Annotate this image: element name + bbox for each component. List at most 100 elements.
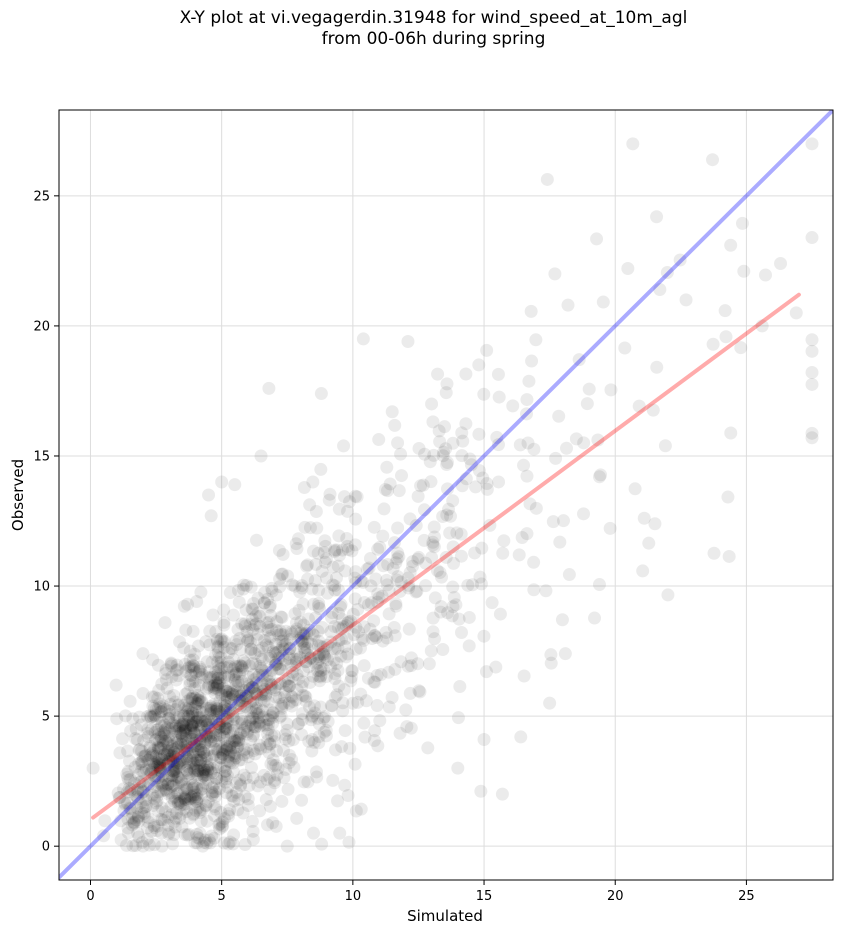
scatter-point [178, 792, 192, 806]
x-tick-label: 25 [738, 889, 755, 904]
scatter-point [196, 746, 210, 760]
scatter-point [185, 691, 199, 705]
scatter-point [168, 765, 182, 779]
scatter-point [805, 333, 819, 347]
scatter-point [212, 717, 226, 731]
scatter-point [276, 640, 290, 654]
scatter-point [344, 614, 358, 628]
scatter-point [121, 770, 135, 784]
scatter-point [278, 653, 292, 667]
scatter-point [167, 766, 181, 780]
scatter-point [120, 785, 134, 799]
scatter-point [200, 727, 214, 741]
scatter-point [444, 509, 458, 523]
scatter-point [195, 705, 209, 719]
scatter-point [276, 634, 290, 648]
scatter-point [255, 663, 269, 677]
scatter-point [186, 715, 200, 729]
scatter-point [252, 668, 266, 682]
scatter-point [196, 802, 210, 816]
scatter-point [139, 793, 153, 807]
scatter-point [281, 782, 295, 796]
scatter-point [118, 796, 132, 810]
scatter-point [157, 727, 171, 741]
scatter-point [170, 741, 184, 755]
scatter-point [188, 681, 202, 695]
scatter-point [222, 659, 236, 673]
scatter-point [273, 662, 287, 676]
scatter-point [194, 743, 208, 757]
scatter-point [226, 608, 240, 622]
scatter-point [199, 799, 213, 813]
scatter-point [176, 755, 190, 769]
scatter-point [131, 826, 145, 840]
scatter-point [324, 699, 338, 713]
scatter-point [588, 611, 602, 625]
scatter-point [331, 559, 345, 573]
scatter-point [184, 722, 198, 736]
scatter-point [332, 679, 346, 693]
scatter-point [177, 599, 191, 613]
scatter-point [239, 689, 253, 703]
scatter-point [189, 794, 203, 808]
scatter-point [194, 783, 208, 797]
scatter-point [261, 623, 275, 637]
scatter-point [124, 802, 138, 816]
scatter-point [291, 532, 305, 546]
scatter-point [465, 578, 479, 592]
scatter-point [307, 735, 321, 749]
scatter-point [433, 566, 447, 580]
scatter-point [436, 642, 450, 656]
scatter-point [202, 713, 216, 727]
scatter-point [282, 679, 296, 693]
scatter-point [241, 634, 255, 648]
scatter-point [367, 520, 381, 534]
scatter-point [263, 799, 277, 813]
scatter-point [278, 674, 292, 688]
scatter-point [272, 543, 286, 557]
scatter-point [142, 763, 156, 777]
scatter-point [192, 748, 206, 762]
scatter-point [331, 583, 345, 597]
scatter-point [269, 645, 283, 659]
scatter-point [195, 667, 209, 681]
scatter-point [394, 447, 408, 461]
scatter-point [234, 659, 248, 673]
scatter-point [123, 772, 137, 786]
scatter-point [174, 737, 188, 751]
scatter-point [300, 559, 314, 573]
scatter-point [367, 675, 381, 689]
scatter-point [266, 645, 280, 659]
scatter-point [437, 445, 451, 459]
scatter-point [206, 698, 220, 712]
scatter-point [200, 760, 214, 774]
scatter-point [278, 638, 292, 652]
scatter-point [177, 641, 191, 655]
scatter-point [368, 628, 382, 642]
scatter-point [200, 717, 214, 731]
scatter-point [162, 743, 176, 757]
scatter-point [257, 596, 271, 610]
scatter-point [296, 597, 310, 611]
scatter-point [212, 818, 226, 832]
scatter-point [196, 769, 210, 783]
scatter-point [217, 618, 231, 632]
scatter-point [202, 716, 216, 730]
scatter-point [147, 773, 161, 787]
scatter-point [136, 750, 150, 764]
scatter-point [239, 771, 253, 785]
scatter-point [247, 727, 261, 741]
scatter-point [311, 656, 325, 670]
scatter-point [348, 571, 362, 585]
scatter-point [186, 782, 200, 796]
scatter-point [128, 732, 142, 746]
scatter-point [139, 762, 153, 776]
scatter-point [283, 642, 297, 656]
scatter-point [233, 694, 247, 708]
scatter-point [190, 794, 204, 808]
scatter-point [208, 785, 222, 799]
scatter-point [185, 705, 199, 719]
scatter-point [237, 691, 251, 705]
scatter-point [236, 806, 250, 820]
scatter-point [177, 740, 191, 754]
